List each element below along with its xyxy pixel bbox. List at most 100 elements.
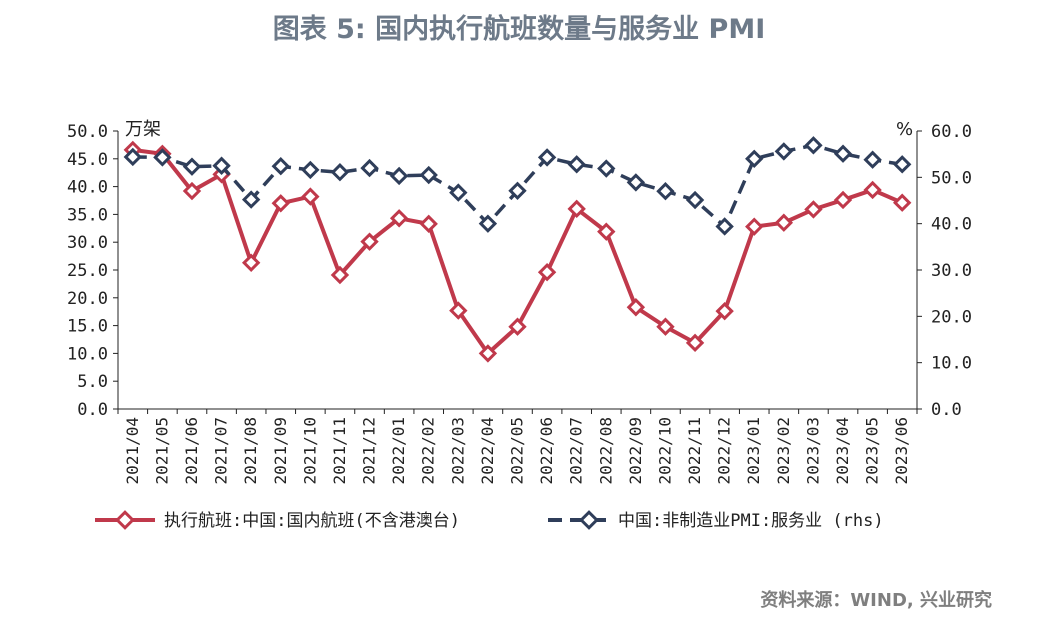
data-point (182, 181, 202, 201)
data-point (478, 214, 498, 233)
data-point (271, 194, 290, 213)
left-tick-label: 25.0 (67, 261, 108, 281)
data-point (360, 158, 379, 178)
data-point (833, 144, 853, 163)
x-tick-label: 2022/02 (419, 417, 438, 484)
legend-label-flights: 执行航班:中国:国内航班(不含港澳台) (164, 511, 460, 531)
x-tick-label: 2022/10 (655, 417, 674, 484)
data-point (241, 190, 261, 209)
data-point (863, 180, 882, 200)
x-tick-label: 2023/02 (774, 417, 793, 484)
data-point (419, 165, 438, 185)
data-point (182, 157, 202, 176)
data-point (389, 209, 409, 228)
x-tick-label: 2021/10 (300, 417, 319, 484)
data-point (419, 214, 438, 234)
legend-item-flights: 执行航班:中国:国内航班(不含港澳台) (95, 510, 460, 531)
x-tick-label: 2022/03 (448, 417, 467, 484)
data-point (301, 187, 320, 206)
data-point (893, 155, 912, 174)
x-tick-label: 2022/11 (685, 417, 704, 484)
right-tick-label: 50.0 (931, 168, 972, 188)
x-tick-label: 2022/06 (537, 417, 556, 484)
data-point (774, 213, 794, 232)
x-tick-label: 2022/01 (389, 417, 408, 484)
right-axis-ticks: 0.0 10.0 20.0 30.0 40.0 50.0 60.0 (917, 122, 972, 420)
right-tick-label: 30.0 (931, 261, 972, 281)
data-point (508, 317, 527, 336)
x-tick-label: 2021/09 (271, 417, 290, 484)
x-tick-label: 2021/07 (212, 417, 231, 484)
data-point (241, 253, 261, 272)
x-tick-label: 2021/04 (123, 417, 142, 484)
source-note: 资料来源：WIND, 兴业研究 (760, 589, 992, 611)
data-point (893, 193, 912, 212)
x-tick-label: 2022/05 (508, 417, 527, 484)
x-tick-label: 2022/04 (478, 417, 497, 484)
data-point (449, 301, 468, 320)
data-point (508, 181, 527, 200)
data-point (626, 173, 646, 192)
x-tick-label: 2023/01 (744, 417, 763, 484)
x-tick-label: 2022/07 (567, 417, 586, 484)
x-tick-label: 2023/03 (803, 417, 822, 484)
data-point (833, 190, 853, 210)
right-tick-label: 0.0 (931, 400, 962, 420)
right-axis-unit: % (896, 119, 913, 140)
legend-item-pmi: 中国:非制造业PMI:服务业 (rhs) (548, 510, 884, 531)
right-tick-label: 40.0 (931, 215, 972, 235)
left-tick-label: 10.0 (67, 344, 108, 364)
left-tick-label: 20.0 (67, 289, 108, 309)
series-0 (123, 140, 912, 363)
right-tick-label: 10.0 (931, 354, 972, 374)
chart-title: 图表 5: 国内执行航班数量与服务业 PMI (273, 13, 766, 45)
data-point (685, 333, 705, 353)
left-tick-label: 45.0 (67, 150, 108, 170)
x-tick-label: 2021/06 (182, 417, 201, 484)
x-tick-label: 2021/12 (360, 417, 379, 484)
x-tick-label: 2022/08 (596, 417, 615, 484)
left-axis-unit: 万架 (125, 119, 161, 140)
data-point (301, 160, 320, 180)
x-tick-label: 2021/11 (330, 417, 349, 484)
data-point (123, 147, 142, 167)
data-point (449, 183, 468, 202)
x-tick-label: 2023/05 (863, 417, 882, 484)
data-point (330, 163, 350, 182)
data-point (153, 148, 172, 167)
data-point (863, 150, 882, 169)
legend-marker-pmi (579, 510, 599, 530)
data-point (656, 182, 675, 201)
data-point (774, 142, 794, 161)
data-point (330, 265, 350, 285)
data-point (271, 157, 290, 176)
data-point (597, 222, 616, 241)
legend-marker-flights (115, 510, 135, 530)
axes (117, 131, 918, 410)
data-point (804, 136, 823, 155)
data-point (567, 155, 586, 174)
data-point (745, 149, 764, 168)
x-tick-label: 2021/08 (241, 417, 260, 484)
left-tick-label: 0.0 (77, 400, 108, 420)
x-tick-label: 2022/12 (715, 417, 734, 484)
left-tick-label: 35.0 (67, 205, 108, 225)
data-point (360, 232, 379, 251)
left-tick-label: 5.0 (77, 372, 108, 392)
x-tick-label: 2023/04 (833, 417, 852, 484)
data-point (685, 190, 705, 210)
x-axis-ticks: 2021/04 2021/05 2021/06 2021/07 2021/08 2021/… (117, 409, 918, 484)
x-tick-label: 2023/06 (892, 417, 911, 484)
left-tick-label: 15.0 (67, 317, 108, 337)
legend-label-pmi: 中国:非制造业PMI:服务业 (rhs) (618, 511, 884, 531)
data-point (478, 344, 498, 363)
right-tick-label: 20.0 (931, 307, 972, 327)
data-point (537, 263, 557, 282)
left-axis-ticks: 0.0 5.0 10.0 15.0 20.0 25.0 30.0 35.0 40.0 45.0 50… (67, 122, 118, 420)
data-point (212, 156, 231, 175)
left-tick-label: 50.0 (67, 122, 108, 142)
data-point (597, 159, 616, 178)
data-point (804, 200, 823, 219)
left-tick-label: 30.0 (67, 233, 108, 253)
